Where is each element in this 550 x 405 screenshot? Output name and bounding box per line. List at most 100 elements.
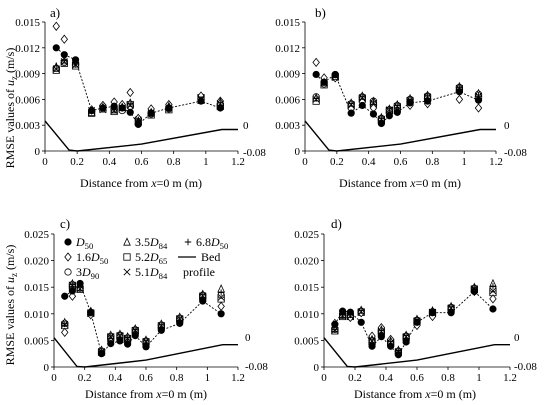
data-point — [359, 93, 366, 101]
data-point — [338, 307, 347, 315]
data-point — [346, 308, 354, 316]
y-tick-label: 0.015 — [294, 282, 319, 294]
data-point — [386, 105, 393, 113]
y-tick-label: 0.005 — [24, 335, 49, 347]
bed-profile-line — [304, 120, 496, 152]
legend-marker — [64, 268, 72, 276]
secondary-y-label: 0 — [504, 120, 510, 132]
x-tick-label: 0.4 — [362, 156, 376, 168]
x-tick-label: 0.2 — [78, 372, 92, 384]
legend-marker — [123, 237, 131, 246]
data-point — [131, 332, 139, 340]
panel-label: d) — [331, 216, 342, 231]
bed-profile-line — [44, 120, 238, 152]
y-tick-label: 0.015 — [275, 17, 300, 29]
y-tick-label: 0 — [44, 362, 50, 374]
x-axis-title: Distance from x=0 m (m) — [354, 387, 476, 401]
data-point — [331, 320, 339, 329]
legend-entry: 6.8D50 — [184, 235, 228, 251]
data-point — [88, 106, 96, 115]
secondary-y-label: 0 — [245, 332, 251, 344]
data-point — [347, 100, 355, 107]
y-tick-label: 0.020 — [294, 256, 319, 268]
data-point — [132, 326, 139, 333]
data-point — [124, 340, 132, 348]
data-point — [165, 104, 173, 112]
data-point — [124, 334, 131, 341]
series-5.1D84 — [52, 58, 224, 124]
data-point — [413, 318, 421, 326]
data-point — [126, 87, 134, 98]
x-tick-label: 1 — [205, 372, 211, 384]
x-tick-label: 0.2 — [70, 156, 84, 168]
data-point — [447, 303, 455, 311]
legend-label: 6.8D50 — [196, 235, 228, 251]
data-point — [394, 351, 402, 359]
x-tick-label: 1.2 — [231, 156, 245, 168]
x-axis-title: Distance from x=0 m (m) — [80, 176, 202, 190]
x-tick-label: 1.2 — [503, 372, 517, 384]
data-point — [217, 310, 225, 318]
legend-label: 5.2D65 — [135, 250, 167, 266]
data-point — [489, 287, 497, 295]
x-tick-label: 1.2 — [489, 156, 503, 168]
x-tick-label: 0.8 — [441, 372, 455, 384]
panel-a: a) 0 0.003 0.006 0.009 0.012 0.015 0 0.2 0.4 0.6 0.… — [15, 5, 266, 190]
data-point — [428, 309, 437, 317]
data-point — [87, 309, 95, 317]
data-point — [377, 333, 385, 341]
legend-entry: 1.6D50 — [64, 250, 108, 266]
data-point — [76, 279, 84, 288]
data-point — [217, 293, 225, 301]
data-point — [69, 281, 76, 288]
x-tick-label: 0.4 — [379, 372, 393, 384]
y-tick-label: 0.010 — [24, 309, 49, 321]
data-point — [402, 332, 410, 339]
y-tick-label: 0.006 — [275, 94, 300, 106]
series-D50 — [52, 44, 224, 128]
data-point — [385, 112, 393, 120]
data-point — [357, 318, 365, 326]
data-point — [71, 56, 80, 64]
y-tick-label: 0 — [295, 146, 301, 158]
y-tick-label: 0.025 — [24, 229, 49, 241]
data-point — [97, 350, 106, 358]
y-tick-label: 0.012 — [15, 43, 40, 55]
legend-marker — [123, 268, 131, 276]
y-tick-label: 0.015 — [24, 282, 49, 294]
legend-label: 3.5D84 — [135, 235, 168, 251]
panel-label: a) — [50, 5, 60, 20]
legend-marker — [64, 238, 72, 246]
data-point — [320, 78, 328, 86]
data-point — [107, 339, 115, 348]
data-point — [474, 96, 483, 104]
data-point — [60, 51, 68, 59]
legend-entry: Bed profile — [178, 250, 220, 279]
panel-label: b) — [315, 5, 326, 20]
y-tick-label: 0.003 — [275, 120, 300, 132]
y-tick-label: 0.025 — [294, 229, 319, 241]
x-tick-label: 0.6 — [394, 156, 408, 168]
x-tick-label: 1 — [476, 372, 482, 384]
legend-label: 1.6D50 — [76, 250, 108, 266]
data-point — [127, 100, 134, 107]
data-point — [370, 98, 377, 106]
x-tick-label: 1 — [203, 156, 209, 168]
data-point — [110, 102, 118, 110]
data-point — [394, 102, 401, 109]
series-1.6D50 — [52, 21, 225, 123]
series-6.8D50 — [61, 281, 225, 355]
y-axis-title-bottom: RMSE values of uz (m/s) — [3, 245, 19, 366]
x-tick-label: 1.2 — [231, 372, 245, 384]
data-point — [368, 342, 376, 350]
legend-marker — [123, 253, 131, 261]
series-D50 — [312, 70, 483, 128]
x-tick-label: 0.6 — [410, 372, 424, 384]
legend-marker — [184, 238, 192, 246]
series-line-D50 — [315, 73, 479, 125]
legend-entry: D50 — [64, 235, 93, 251]
data-point — [99, 104, 107, 112]
data-point — [474, 103, 483, 113]
y-axis-title-top: RMSE values of uz (m/s) — [3, 48, 19, 169]
